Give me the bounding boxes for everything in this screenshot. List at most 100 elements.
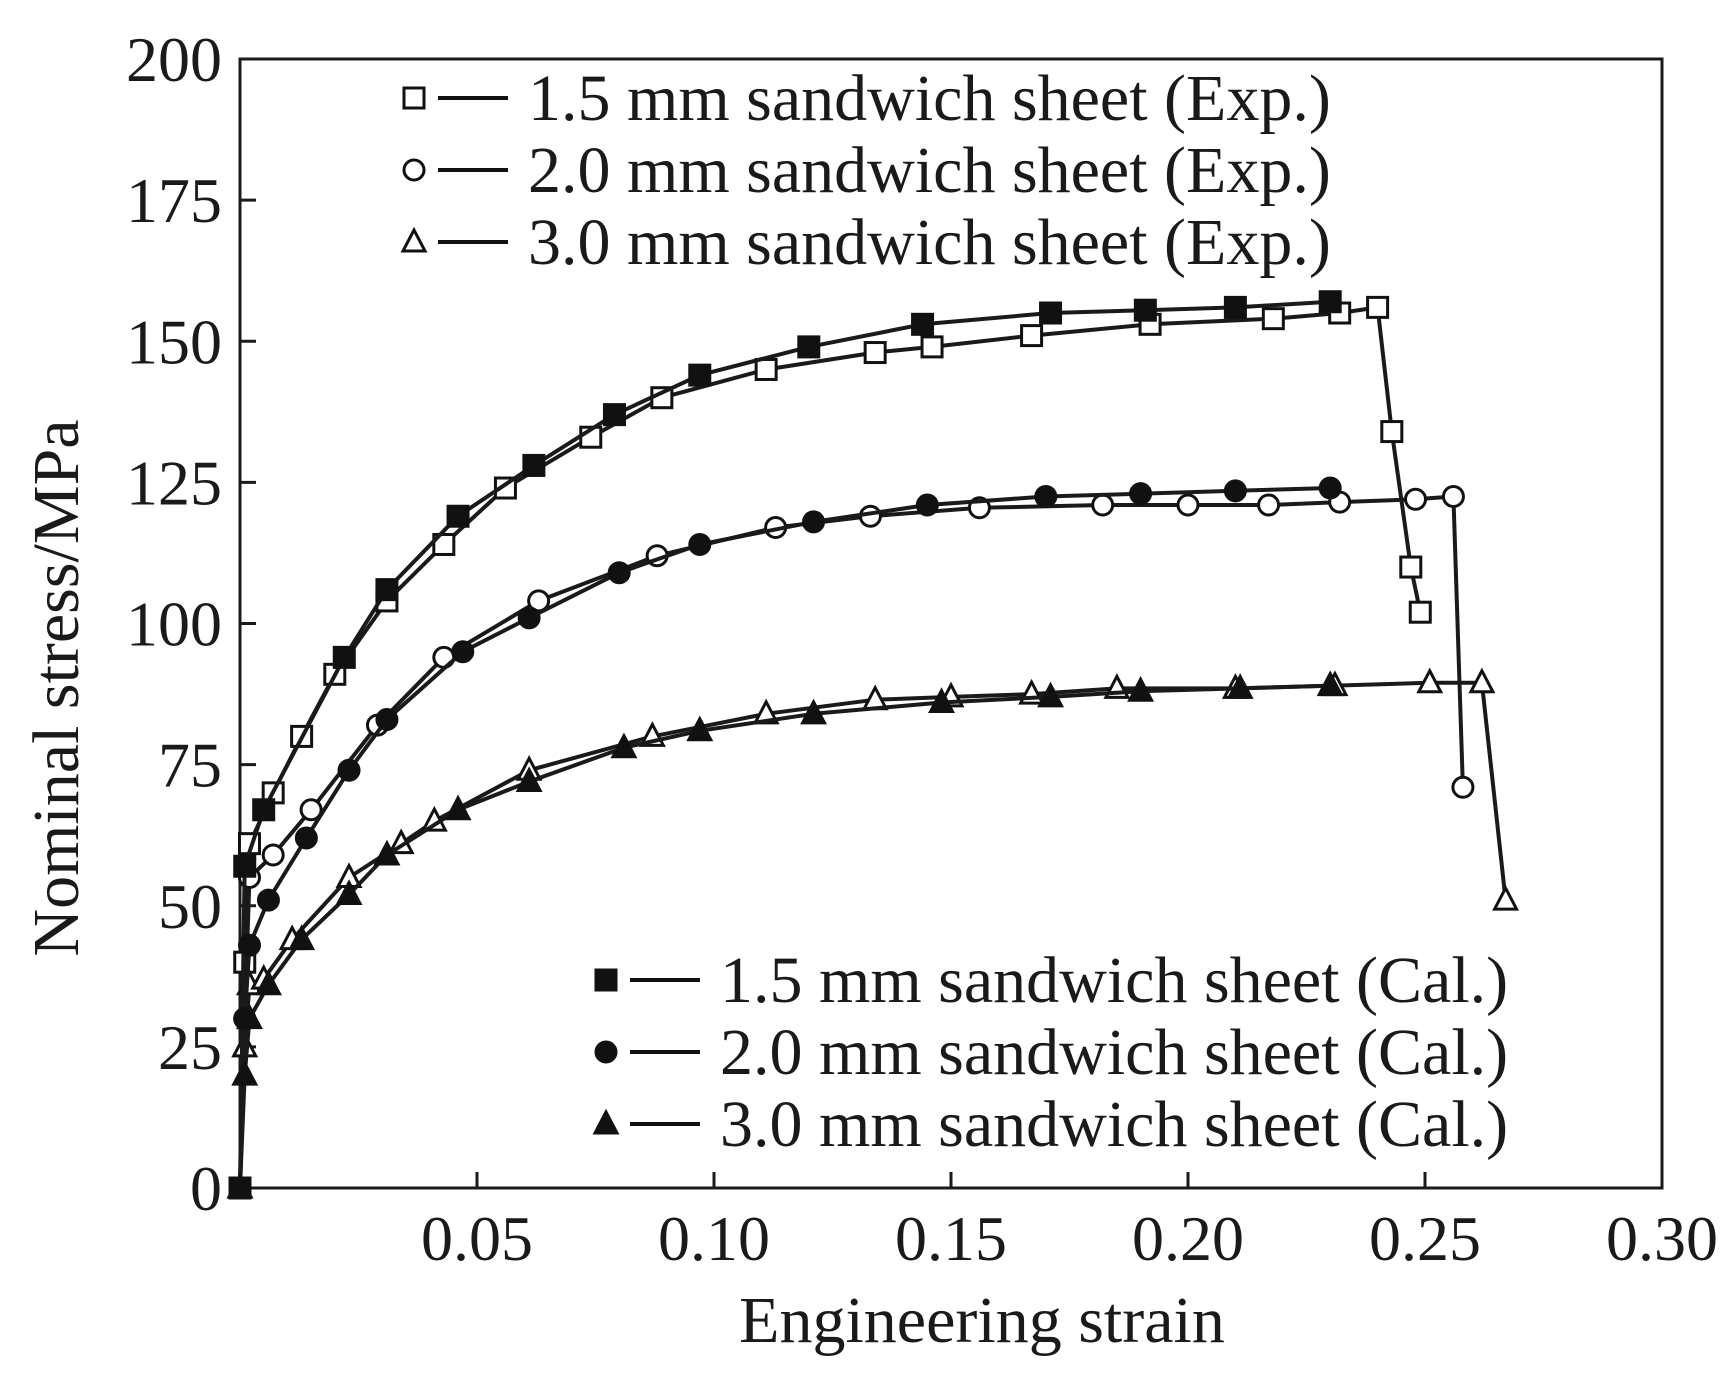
data-point — [607, 561, 631, 585]
data-point — [254, 969, 282, 996]
data-point — [1408, 600, 1432, 624]
legend-marker — [594, 1040, 618, 1064]
series-layer — [226, 290, 1520, 1200]
legend-entry: 1.5 mm sandwich sheet (Cal.) — [594, 944, 1508, 1017]
data-point — [236, 1003, 263, 1030]
data-point — [1129, 482, 1153, 506]
data-point — [1416, 667, 1444, 694]
series-4 — [228, 290, 1342, 1200]
data-point — [1034, 484, 1058, 508]
data-point — [1316, 670, 1344, 697]
data-point — [237, 933, 261, 957]
legend-marker — [400, 226, 428, 253]
data-point — [1380, 420, 1404, 444]
data-point — [1257, 493, 1281, 517]
y-tick-label: 25 — [158, 1012, 222, 1083]
data-point — [294, 826, 318, 850]
data-point — [754, 357, 778, 381]
data-point — [1318, 476, 1342, 500]
data-point — [920, 335, 944, 359]
data-point — [226, 1172, 254, 1199]
data-point — [252, 798, 276, 822]
legend-marker — [594, 968, 618, 992]
data-point — [444, 794, 472, 821]
data-point — [332, 645, 356, 669]
data-point — [928, 687, 955, 714]
y-tick-label: 150 — [126, 306, 222, 377]
data-point — [1223, 479, 1247, 503]
data-point — [688, 532, 712, 556]
data-point — [1492, 884, 1520, 911]
legend-label: 1.5 mm sandwich sheet (Cal.) — [720, 944, 1508, 1017]
data-point — [1318, 290, 1342, 314]
data-point — [337, 758, 361, 782]
data-point — [1037, 681, 1065, 708]
data-point — [610, 732, 638, 759]
y-tick-label: 200 — [126, 24, 222, 95]
data-point — [1223, 295, 1247, 319]
data-point — [1404, 487, 1428, 511]
data-point — [863, 341, 887, 365]
y-axis-title: Nominal stress/MPa — [20, 419, 93, 956]
data-point — [688, 363, 712, 387]
data-point — [335, 879, 363, 905]
legend-bottom-right: 1.5 mm sandwich sheet (Cal.)2.0 mm sandw… — [592, 944, 1508, 1161]
data-point — [1226, 673, 1254, 699]
data-point — [602, 403, 626, 427]
legend-label: 3.0 mm sandwich sheet (Cal.) — [720, 1088, 1508, 1161]
data-point — [1451, 775, 1475, 799]
data-point — [1366, 295, 1390, 319]
data-point — [373, 839, 401, 866]
data-point — [1399, 555, 1423, 579]
legend-marker — [402, 158, 426, 182]
data-point — [375, 707, 399, 731]
data-point — [911, 312, 935, 336]
legend-entry: 3.0 mm sandwich sheet (Cal.) — [592, 1088, 1508, 1161]
x-tick-label: 0.20 — [1132, 1203, 1244, 1274]
y-tick-label: 100 — [126, 589, 222, 660]
data-point — [446, 504, 470, 528]
data-point — [1468, 667, 1496, 694]
legend-label: 2.0 mm sandwich sheet (Exp.) — [528, 134, 1331, 207]
legend-marker — [402, 86, 426, 110]
axes: 0 25 50 75 100 125 150 175 200 0.05 0.10 0.15 0.20 0.… — [126, 24, 1718, 1274]
data-point — [288, 924, 316, 951]
data-point — [451, 640, 475, 664]
legend-label: 3.0 mm sandwich sheet (Exp.) — [528, 206, 1331, 279]
data-point — [299, 798, 323, 822]
data-point — [797, 335, 821, 359]
y-tick-label: 125 — [126, 447, 222, 518]
series-6 — [226, 670, 1344, 1199]
data-point — [233, 854, 257, 878]
y-tick-label: 50 — [158, 871, 222, 942]
data-point — [261, 843, 285, 867]
data-point — [231, 1059, 259, 1086]
data-point — [800, 698, 828, 725]
x-tick-label: 0.10 — [658, 1203, 770, 1274]
legend-entry: 3.0 mm sandwich sheet (Exp.) — [400, 206, 1331, 279]
legend-layer: 1.5 mm sandwich sheet (Exp.)2.0 mm sandw… — [400, 62, 1508, 1161]
data-point — [522, 453, 546, 477]
data-point — [1039, 301, 1063, 325]
x-tick-label: 0.15 — [895, 1203, 1007, 1274]
legend-label: 2.0 mm sandwich sheet (Cal.) — [720, 1016, 1508, 1089]
legend-label: 1.5 mm sandwich sheet (Exp.) — [528, 62, 1331, 135]
data-point — [515, 766, 543, 793]
x-tick-label: 0.30 — [1606, 1203, 1718, 1274]
data-point — [1261, 307, 1285, 331]
x-tick-label: 0.25 — [1369, 1203, 1481, 1274]
legend-entry: 2.0 mm sandwich sheet (Exp.) — [402, 134, 1331, 207]
y-tick-label: 75 — [158, 730, 222, 801]
y-tick-label: 0 — [190, 1153, 222, 1224]
data-point — [1020, 324, 1044, 348]
legend-marker — [592, 1108, 620, 1135]
x-axis-title: Engineering strain — [739, 1284, 1225, 1357]
y-tick-label: 175 — [126, 165, 222, 236]
data-point — [1133, 298, 1157, 322]
data-point — [375, 578, 399, 602]
data-point — [256, 888, 280, 912]
legend-entry: 1.5 mm sandwich sheet (Exp.) — [402, 62, 1331, 135]
data-point — [1127, 676, 1155, 702]
data-point — [1091, 493, 1115, 517]
